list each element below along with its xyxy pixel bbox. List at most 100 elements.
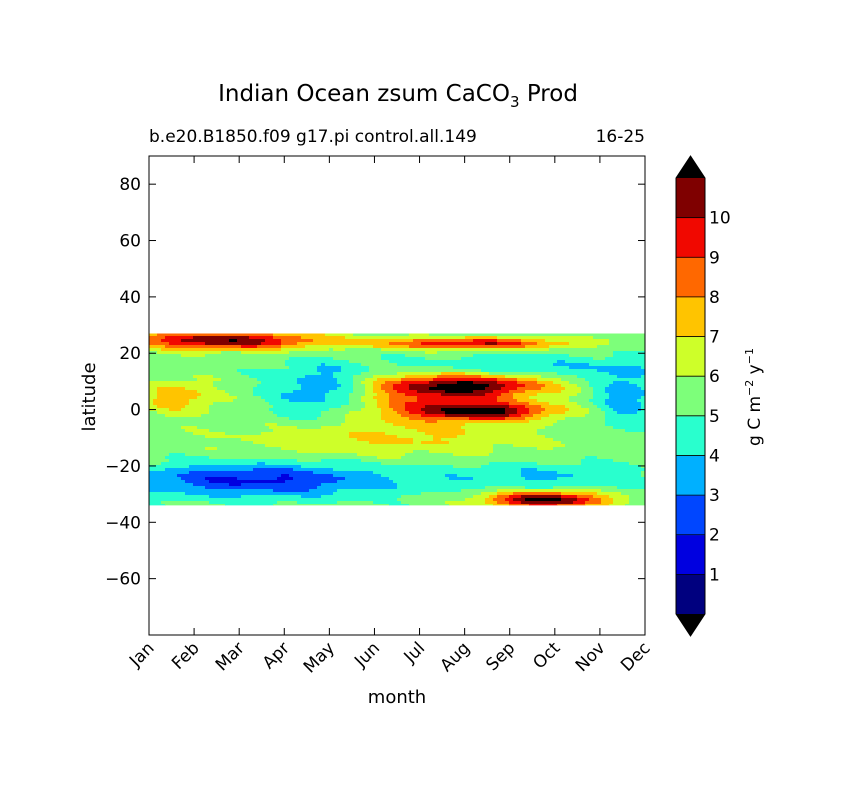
contour-cell bbox=[549, 402, 578, 406]
contour-cell bbox=[197, 378, 222, 382]
contour-cell bbox=[553, 423, 606, 427]
y-tick-label: 40 bbox=[119, 288, 141, 308]
contour-cell bbox=[509, 504, 530, 506]
contour-cell bbox=[213, 375, 250, 379]
contour-cell bbox=[509, 495, 522, 499]
contour-cell bbox=[293, 477, 346, 481]
contour-cell bbox=[525, 405, 542, 409]
contour-cell bbox=[373, 345, 410, 349]
contour-cell bbox=[277, 477, 294, 481]
contour-cell bbox=[513, 498, 526, 502]
contour-cell bbox=[301, 465, 454, 469]
contour-cell bbox=[149, 381, 214, 385]
contour-cell bbox=[509, 501, 522, 505]
contour-cell bbox=[605, 420, 645, 424]
contour-cell bbox=[381, 474, 446, 478]
contour-cell bbox=[353, 378, 366, 382]
contour-cell bbox=[561, 498, 578, 502]
contour-cell bbox=[445, 411, 506, 415]
contour-cell bbox=[609, 393, 645, 397]
contour-cell bbox=[401, 414, 422, 418]
contour-cell bbox=[497, 489, 602, 493]
contour-cell bbox=[253, 468, 294, 472]
contour-cell bbox=[229, 483, 242, 487]
contour-cell bbox=[253, 441, 370, 445]
contour-cell bbox=[281, 348, 330, 352]
contour-cell bbox=[489, 462, 538, 466]
contour-cell bbox=[333, 357, 382, 361]
contour-cell bbox=[537, 432, 645, 436]
contour-cell bbox=[149, 357, 290, 361]
x-tick-label: Dec bbox=[617, 638, 654, 675]
x-tick-label: May bbox=[300, 638, 339, 677]
contour-cell bbox=[205, 477, 238, 481]
contour-cell bbox=[593, 495, 610, 499]
contour-cell bbox=[641, 375, 645, 379]
contour-cell bbox=[325, 399, 350, 403]
contour-cell bbox=[549, 345, 598, 349]
contour-cell bbox=[149, 411, 158, 415]
contour-cell bbox=[149, 423, 266, 427]
contour-cell bbox=[313, 471, 374, 475]
contour-cell bbox=[525, 345, 550, 349]
colorbar-segment bbox=[676, 415, 705, 456]
contour-cell bbox=[393, 408, 406, 412]
contour-cell bbox=[181, 408, 210, 412]
contour-cell bbox=[541, 405, 566, 409]
contour-cell bbox=[329, 348, 334, 352]
contour-cell bbox=[605, 411, 618, 415]
contour-cell bbox=[577, 375, 618, 379]
contour-cell bbox=[493, 504, 510, 506]
contour-cell bbox=[557, 477, 645, 481]
contour-cell bbox=[161, 462, 258, 466]
contour-cell bbox=[517, 387, 542, 391]
contour-cell bbox=[165, 345, 242, 349]
contour-cell bbox=[185, 453, 358, 457]
contour-cell bbox=[241, 345, 258, 349]
contour-cell bbox=[413, 441, 422, 445]
contour-cell bbox=[185, 429, 210, 433]
contour-cell bbox=[229, 339, 238, 343]
contour-cell bbox=[409, 345, 526, 349]
contour-cell bbox=[349, 396, 362, 400]
contour-cell bbox=[265, 444, 494, 448]
contour-cell bbox=[537, 342, 570, 346]
contour-cell bbox=[621, 492, 645, 496]
contour-cell bbox=[601, 489, 645, 493]
contour-cell bbox=[157, 405, 186, 409]
contour-cell bbox=[589, 384, 610, 388]
contour-cell bbox=[261, 432, 350, 436]
contour-cell bbox=[149, 465, 190, 469]
contour-cell bbox=[597, 492, 622, 496]
contour-cell bbox=[561, 441, 645, 445]
contour-cell bbox=[273, 333, 326, 337]
x-tick-label: Sep bbox=[482, 638, 519, 675]
contour-cell bbox=[537, 462, 582, 466]
contour-cell bbox=[149, 492, 186, 496]
contour-cell bbox=[149, 480, 186, 484]
contour-cell bbox=[241, 495, 302, 499]
contour-cell bbox=[325, 393, 350, 397]
contour-cell bbox=[385, 381, 402, 385]
contour-cell bbox=[345, 336, 466, 340]
contour-cell bbox=[593, 390, 606, 394]
x-tick-label: Nov bbox=[572, 638, 610, 676]
colorbar-segment bbox=[676, 455, 705, 496]
contour-cell bbox=[381, 462, 490, 466]
contour-cell bbox=[517, 399, 538, 403]
contour-cell bbox=[149, 417, 290, 421]
contour-cell bbox=[569, 354, 614, 358]
contour-cell bbox=[425, 411, 446, 415]
contour-cell bbox=[149, 414, 166, 418]
contour-cell bbox=[325, 396, 350, 400]
contour-cell bbox=[537, 399, 570, 403]
contour-cell bbox=[505, 375, 542, 379]
contour-cell bbox=[605, 402, 642, 406]
contour-cell bbox=[317, 366, 342, 370]
contour-cell bbox=[401, 378, 434, 382]
contour-cell bbox=[317, 369, 342, 373]
colorbar-segment bbox=[676, 376, 705, 417]
contour-cell bbox=[425, 432, 466, 436]
contour-cell bbox=[377, 402, 390, 406]
contour-cell bbox=[397, 372, 442, 376]
